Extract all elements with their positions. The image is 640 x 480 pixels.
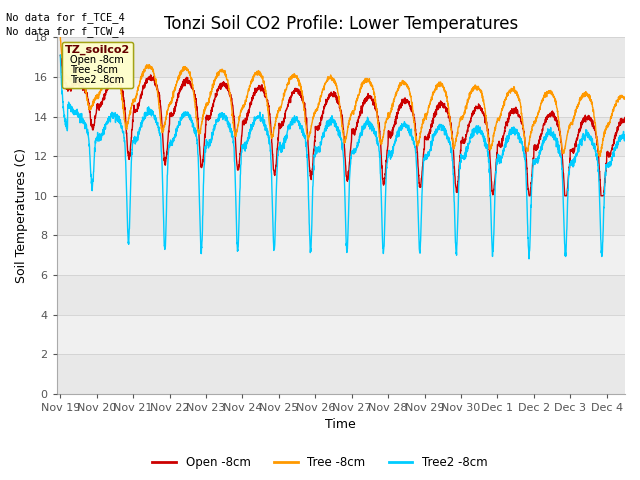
Tree2 -8cm xyxy=(154,125,162,131)
Bar xyxy=(57,77,625,117)
Tree2 -8cm xyxy=(525,256,533,262)
Text: No data for f_TCE_4: No data for f_TCE_4 xyxy=(6,12,125,23)
Legend: Open -8cm, Tree -8cm, Tree2 -8cm: Open -8cm, Tree -8cm, Tree2 -8cm xyxy=(61,42,132,88)
Open -8cm xyxy=(298,94,305,99)
Open -8cm xyxy=(121,107,129,112)
Legend: Open -8cm, Tree -8cm, Tree2 -8cm: Open -8cm, Tree -8cm, Tree2 -8cm xyxy=(148,452,492,474)
Tree -8cm xyxy=(621,95,628,101)
Tree -8cm xyxy=(549,92,557,98)
Bar xyxy=(57,275,625,314)
Tree -8cm xyxy=(610,106,618,112)
Bar xyxy=(57,117,625,156)
Text: No data for f_TCW_4: No data for f_TCW_4 xyxy=(6,26,125,37)
Bar xyxy=(57,156,625,196)
Tree -8cm xyxy=(298,87,305,93)
Tree -8cm xyxy=(121,119,129,124)
Bar xyxy=(57,235,625,275)
Tree2 -8cm xyxy=(273,171,281,177)
Tree2 -8cm xyxy=(121,138,129,144)
Line: Open -8cm: Open -8cm xyxy=(60,56,625,196)
Tree -8cm xyxy=(273,115,281,120)
Open -8cm xyxy=(621,115,628,120)
Open -8cm xyxy=(273,153,281,159)
Tree2 -8cm xyxy=(298,124,305,130)
Bar xyxy=(57,314,625,354)
Bar xyxy=(57,354,625,394)
Bar xyxy=(57,196,625,235)
Open -8cm xyxy=(610,139,618,145)
Title: Tonzi Soil CO2 Profile: Lower Temperatures: Tonzi Soil CO2 Profile: Lower Temperatur… xyxy=(164,15,518,33)
Open -8cm xyxy=(525,193,533,199)
Open -8cm xyxy=(549,112,557,118)
X-axis label: Time: Time xyxy=(325,419,356,432)
Tree2 -8cm xyxy=(621,136,628,142)
Tree -8cm xyxy=(154,95,162,100)
Tree -8cm xyxy=(56,34,64,39)
Line: Tree2 -8cm: Tree2 -8cm xyxy=(60,55,625,259)
Tree2 -8cm xyxy=(610,154,618,159)
Line: Tree -8cm: Tree -8cm xyxy=(60,36,625,156)
Tree2 -8cm xyxy=(549,132,557,137)
Open -8cm xyxy=(56,53,64,59)
Bar xyxy=(57,37,625,77)
Y-axis label: Soil Temperatures (C): Soil Temperatures (C) xyxy=(15,148,28,283)
Tree2 -8cm xyxy=(56,52,64,58)
Tree -8cm xyxy=(596,154,604,159)
Open -8cm xyxy=(154,91,162,96)
